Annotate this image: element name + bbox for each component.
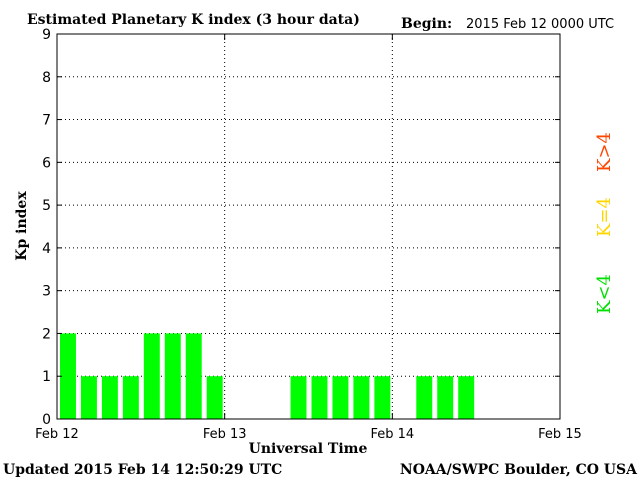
x-tick-label: Feb 12 (35, 427, 79, 442)
kp-bar (164, 333, 181, 419)
kp-bar (311, 376, 328, 419)
y-tick-label: 9 (42, 27, 51, 43)
x-tick-label: Feb 14 (370, 427, 414, 442)
kp-bar (206, 376, 223, 419)
legend-k-equal-4: K=4 (594, 197, 615, 237)
updated-timestamp: Updated 2015 Feb 14 12:50:29 UTC (3, 462, 282, 478)
y-tick-label: 1 (42, 369, 51, 385)
kp-bar (437, 376, 454, 419)
begin-label: Begin: (401, 16, 452, 32)
kp-bar (458, 376, 475, 419)
y-tick-label: 5 (42, 198, 51, 214)
legend-k-less-4: K<4 (594, 274, 615, 314)
y-tick-label: 3 (42, 284, 51, 300)
legend-k-greater-4: K>4 (594, 132, 615, 172)
grid-lines (57, 34, 560, 419)
kp-bar (290, 376, 307, 419)
y-tick-label: 7 (42, 113, 51, 129)
kp-bar (122, 376, 139, 419)
x-tick-label: Feb 13 (203, 427, 247, 442)
bars (60, 333, 475, 419)
kp-bar (185, 333, 202, 419)
kp-bar (416, 376, 433, 419)
x-axis-ticks: Feb 12 Feb 13 Feb 14 Feb 15 (35, 34, 582, 442)
y-tick-label: 6 (42, 155, 51, 171)
y-tick-label: 0 (42, 412, 51, 428)
kp-bar (80, 376, 97, 419)
y-axis-label: Kp index (14, 191, 30, 261)
plot-frame (56, 33, 561, 420)
kp-bar (60, 333, 76, 419)
begin-value: 2015 Feb 12 0000 UTC (466, 17, 614, 32)
x-tick-label: Feb 15 (538, 427, 582, 442)
kp-bar (374, 376, 391, 419)
kp-bar (332, 376, 349, 419)
kp-bar (353, 376, 370, 419)
y-tick-label: 8 (42, 70, 51, 86)
y-axis-ticks: 0 1 2 3 4 5 6 7 8 9 (42, 27, 560, 428)
chart-title: Estimated Planetary K index (3 hour data… (27, 12, 360, 28)
x-axis-label: Universal Time (249, 441, 368, 457)
kp-bar (143, 333, 160, 419)
source-credit: NOAA/SWPC Boulder, CO USA (400, 462, 638, 478)
y-tick-label: 4 (42, 241, 51, 257)
kp-bar (101, 376, 118, 419)
y-tick-label: 2 (42, 326, 51, 342)
